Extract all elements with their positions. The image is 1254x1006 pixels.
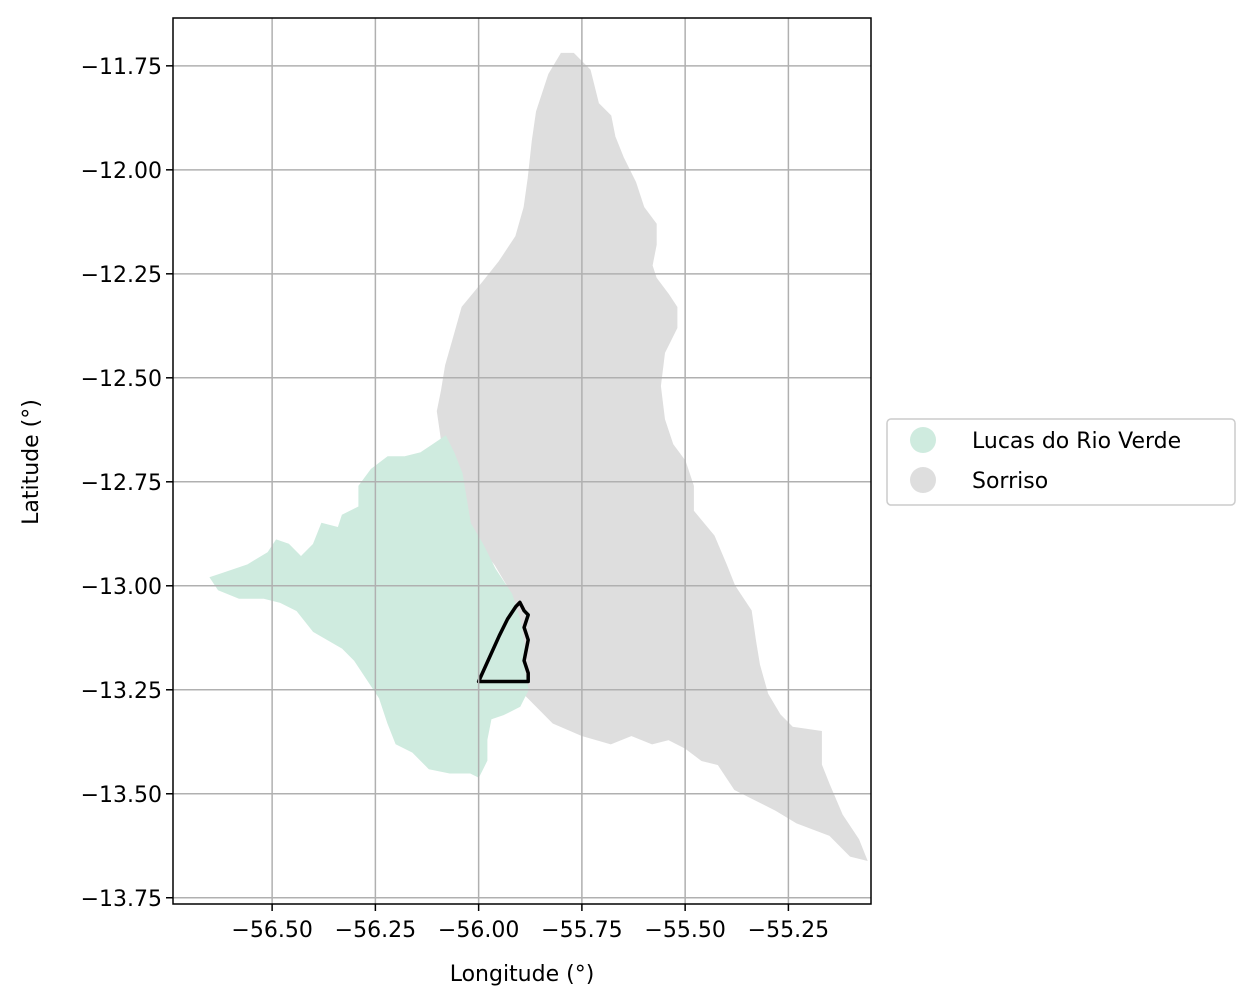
x-tick-label-minus-55-50: −55.50 [644, 918, 725, 943]
y-tick-label-minus-13-25: −13.25 [81, 679, 162, 704]
x-tick-label-minus-56-50: −56.50 [231, 918, 312, 943]
y-tick-label-minus-12-25: −12.25 [81, 263, 162, 288]
y-axis-label: Latitude (°) [19, 399, 44, 525]
region-sorriso [437, 53, 867, 860]
y-tick-label-minus-13-75: −13.75 [81, 887, 162, 912]
legend: Lucas do Rio Verde Sorriso [887, 419, 1235, 505]
x-tick-label-minus-56-00: −56.00 [438, 918, 519, 943]
y-tick-label-minus-11-75: −11.75 [81, 55, 162, 80]
x-axis-label: Longitude (°) [450, 962, 595, 987]
x-tick-label-minus-55-25: −55.25 [748, 918, 829, 943]
legend-marker-sorriso [910, 467, 936, 493]
map-regions [210, 53, 867, 860]
legend-label-lucas-do-rio-verde: Lucas do Rio Verde [972, 429, 1181, 454]
y-tick-label-minus-12-00: −12.00 [81, 159, 162, 184]
y-axis-ticks: −11.75 −12.00 −12.25 −12.50 −12.75 −13.00 −13.… [81, 55, 173, 912]
y-tick-label-minus-13-00: −13.00 [81, 575, 162, 600]
y-tick-label-minus-12-75: −12.75 [81, 471, 162, 496]
x-tick-label-minus-56-25: −56.25 [335, 918, 416, 943]
x-axis-ticks: −56.50 −56.25 −56.00 −55.75 −55.50 −55.25 [231, 904, 829, 943]
legend-label-sorriso: Sorriso [972, 469, 1048, 494]
legend-marker-lucas-do-rio-verde [910, 427, 936, 453]
y-tick-label-minus-13-50: −13.50 [81, 783, 162, 808]
y-tick-label-minus-12-50: −12.50 [81, 367, 162, 392]
x-tick-label-minus-55-75: −55.75 [541, 918, 622, 943]
